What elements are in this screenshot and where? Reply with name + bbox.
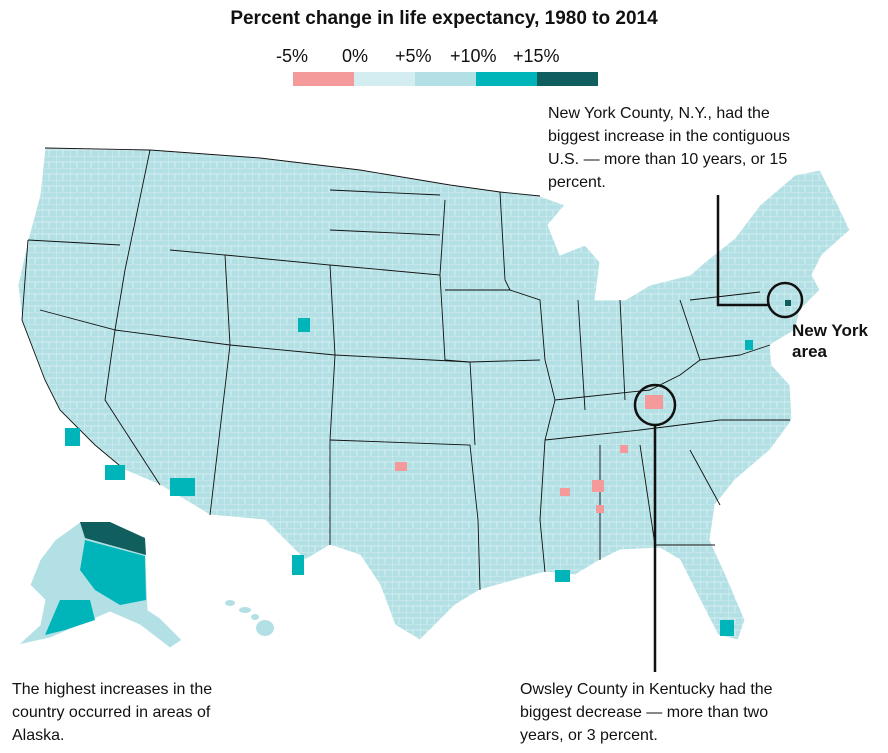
- legend-color-scale: [293, 72, 598, 86]
- owsley-annotation: Owsley County in Kentucky had the bigges…: [520, 681, 773, 744]
- new-york-leader: [716, 195, 768, 307]
- alaska-southwest: [45, 600, 95, 635]
- callouts: [633, 195, 804, 672]
- legend-label: 0%: [342, 46, 369, 66]
- legend-swatch: [293, 72, 354, 86]
- map-title: Percent change in life expectancy, 1980 …: [230, 8, 658, 29]
- new-york-circle: [766, 281, 804, 319]
- legend-labels: -5% 0% +5% +10% +15%: [270, 46, 600, 70]
- legend-label: +5%: [395, 46, 432, 66]
- legend-label: +10%: [450, 46, 497, 66]
- highlighted-counties: [65, 300, 791, 636]
- legend-label: -5%: [276, 46, 309, 66]
- legend-swatch: [537, 72, 598, 86]
- legend-swatch: [354, 72, 415, 86]
- new-york-annotation: New York County, N.Y., had the biggest i…: [548, 105, 790, 191]
- legend-label: +15%: [513, 46, 560, 66]
- legend-swatch: [476, 72, 537, 86]
- new-york-area-label: New York area: [792, 321, 868, 361]
- alaska-annotation: The highest increases in the country occ…: [12, 681, 213, 744]
- alaska-interior: [80, 540, 146, 605]
- state-borders: [21, 147, 790, 591]
- alaska-north-slope: [80, 522, 146, 555]
- hawaii: [225, 600, 274, 636]
- legend-swatch: [415, 72, 476, 86]
